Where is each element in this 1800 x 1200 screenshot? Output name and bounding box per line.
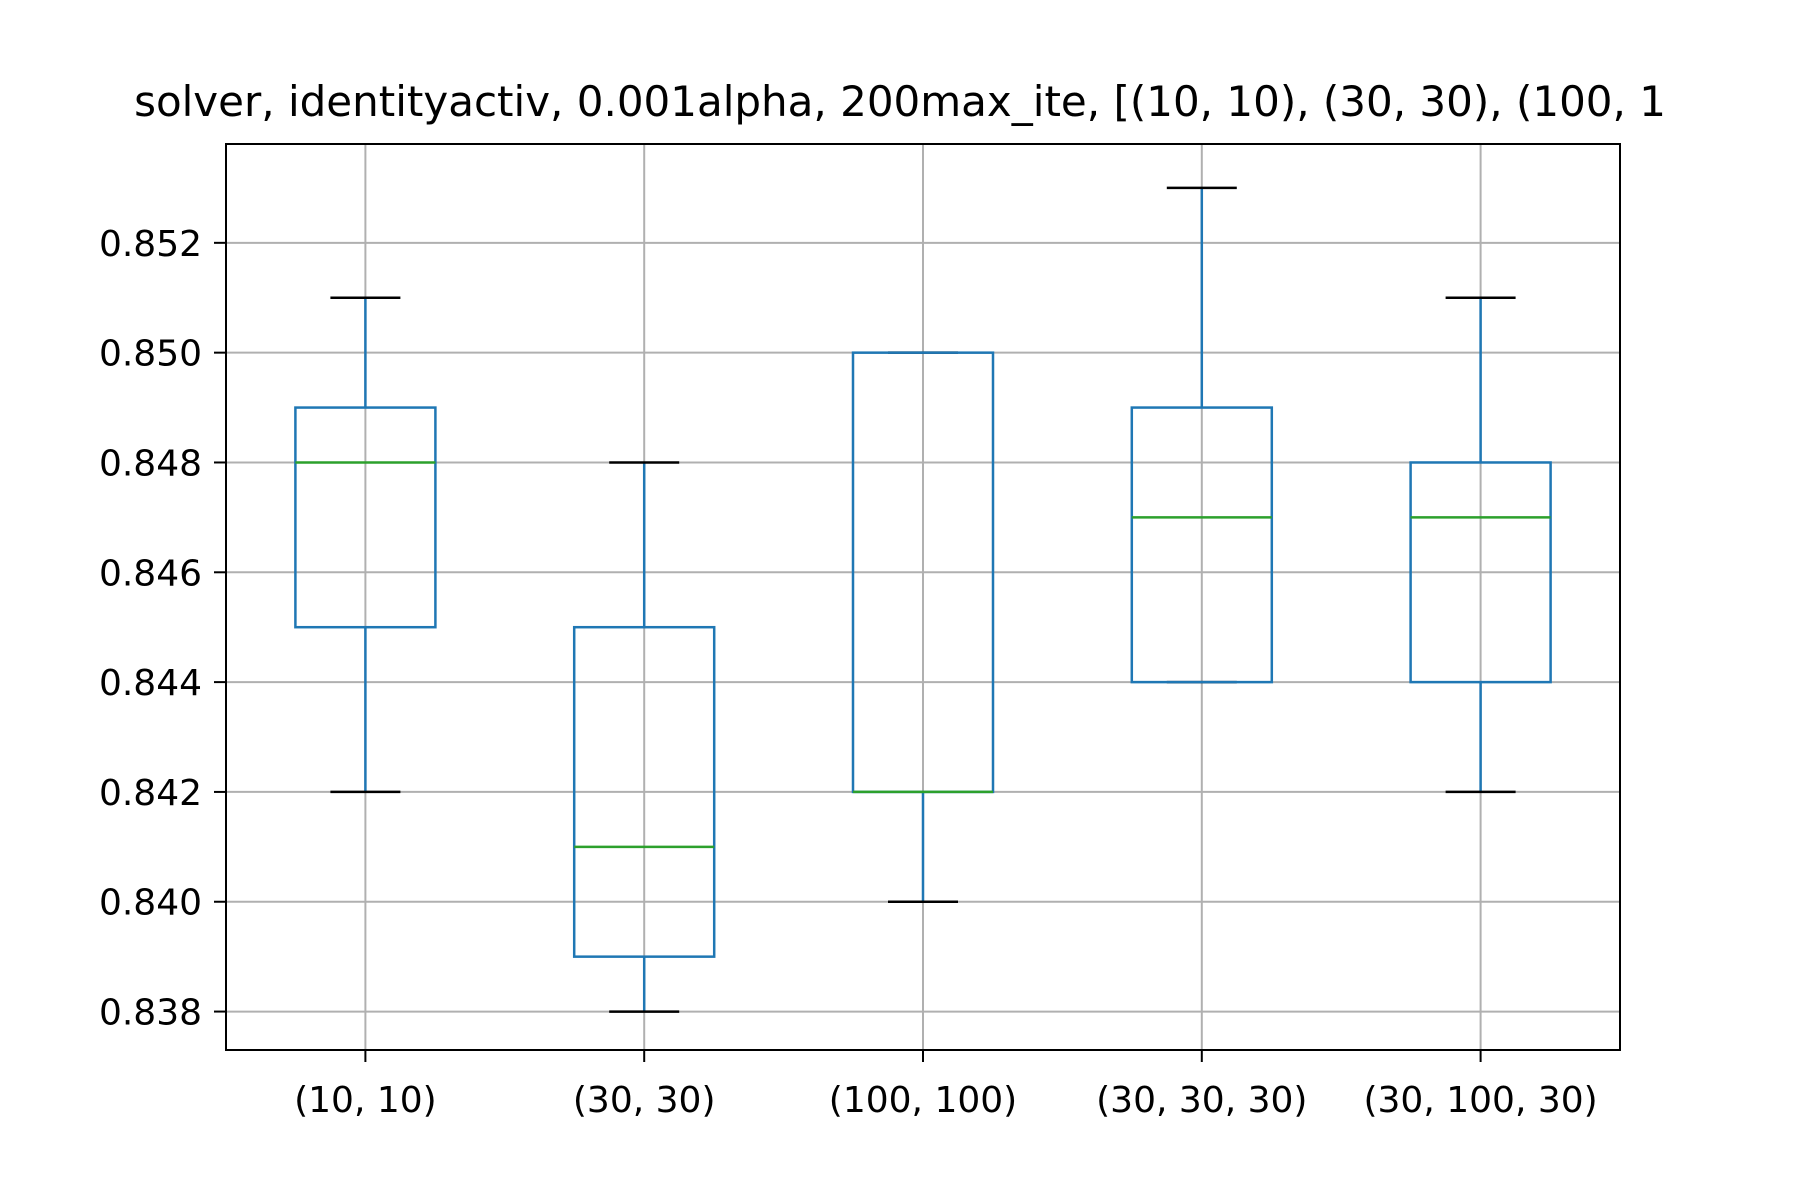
iqr-box <box>294 406 437 629</box>
y-tick-label: 0.844 <box>99 663 202 704</box>
box-4 <box>1130 186 1274 684</box>
box-2 <box>572 461 716 1013</box>
boxes <box>294 186 1552 1013</box>
y-tick-label: 0.842 <box>99 773 202 814</box>
y-tick-label: 0.838 <box>99 993 202 1034</box>
y-tick-label: 0.840 <box>99 883 202 924</box>
box-3 <box>851 351 995 903</box>
y-tick-label: 0.852 <box>99 224 202 265</box>
iqr-box <box>1130 406 1274 684</box>
chart-title: solver, identityactiv, 0.001alpha, 200ma… <box>134 77 1666 126</box>
x-tick-label: (30, 100, 30) <box>1363 1080 1597 1121</box>
iqr-box <box>572 625 716 958</box>
x-tick-label: (30, 30) <box>573 1080 716 1121</box>
y-axis: 0.838 0.840 0.842 0.844 0.846 0.848 0.850 0.852 <box>99 224 226 1034</box>
box-5 <box>1409 296 1552 794</box>
x-tick-label: (30, 30, 30) <box>1096 1080 1307 1121</box>
x-tick-label: (10, 10) <box>294 1080 437 1121</box>
x-tick-label: (100, 100) <box>829 1080 1017 1121</box>
y-tick-label: 0.850 <box>99 334 202 375</box>
box-1 <box>294 296 437 794</box>
iqr-box <box>1409 461 1552 684</box>
y-tick-label: 0.848 <box>99 443 202 484</box>
y-tick-label: 0.846 <box>99 553 202 594</box>
x-axis: (10, 10) (30, 30) (100, 100) (30, 30, 30) (3… <box>294 1050 1598 1121</box>
